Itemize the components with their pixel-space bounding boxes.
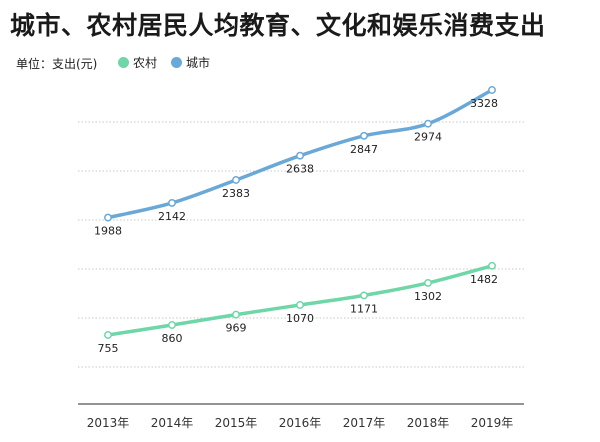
data-point-urban [104, 213, 112, 222]
data-label-rural: 969 [226, 322, 247, 335]
x-tick-label: 2013年 [87, 416, 130, 430]
data-label-urban: 2638 [286, 163, 314, 176]
x-tick-label: 2015年 [215, 416, 258, 430]
data-point-urban [488, 86, 496, 94]
legend-marker-urban [171, 57, 183, 68]
data-label-urban: 3328 [470, 97, 498, 110]
data-point-rural [232, 310, 240, 319]
data-label-rural: 1070 [286, 312, 314, 325]
data-label-rural: 1482 [470, 273, 498, 286]
data-point-rural [296, 301, 304, 309]
data-label-urban: 2383 [222, 187, 250, 200]
data-point-rural [168, 321, 176, 329]
data-point-rural [424, 278, 432, 287]
data-label-urban: 2142 [158, 210, 186, 223]
data-point-urban [360, 131, 368, 140]
data-point-urban [232, 176, 240, 184]
x-tick-label: 2019年 [471, 416, 514, 430]
x-tick-label: 2017年 [343, 416, 386, 430]
data-point-rural [104, 331, 112, 339]
data-label-rural: 1302 [414, 290, 442, 303]
data-point-urban [296, 151, 304, 160]
x-tick-label: 2016年 [279, 416, 322, 430]
data-label-urban: 2974 [414, 131, 442, 144]
legend-label-urban: 城市 [186, 56, 211, 70]
x-tick-label: 2018年 [407, 416, 450, 430]
unit-label: 单位：支出(元) [16, 57, 98, 71]
legend: 农村 城市 [118, 54, 224, 71]
data-label-rural: 1171 [350, 302, 378, 315]
legend-marker-rural [118, 57, 129, 68]
data-label-rural: 860 [162, 332, 183, 345]
data-label-urban: 1988 [94, 225, 122, 238]
data-label-urban: 2847 [350, 143, 378, 156]
data-point-urban [424, 119, 432, 128]
legend-item-urban: 城市 [171, 54, 210, 71]
data-point-rural [360, 291, 368, 300]
legend-item-rural: 农村 [118, 54, 157, 71]
chart-title: 城市、农村居民人均教育、文化和娱乐消费支出 [10, 11, 546, 40]
data-label-rural: 755 [98, 342, 119, 355]
legend-label-rural: 农村 [133, 56, 158, 70]
data-point-rural [488, 261, 496, 270]
data-point-urban [168, 198, 176, 207]
x-tick-label: 2014年 [151, 416, 194, 430]
